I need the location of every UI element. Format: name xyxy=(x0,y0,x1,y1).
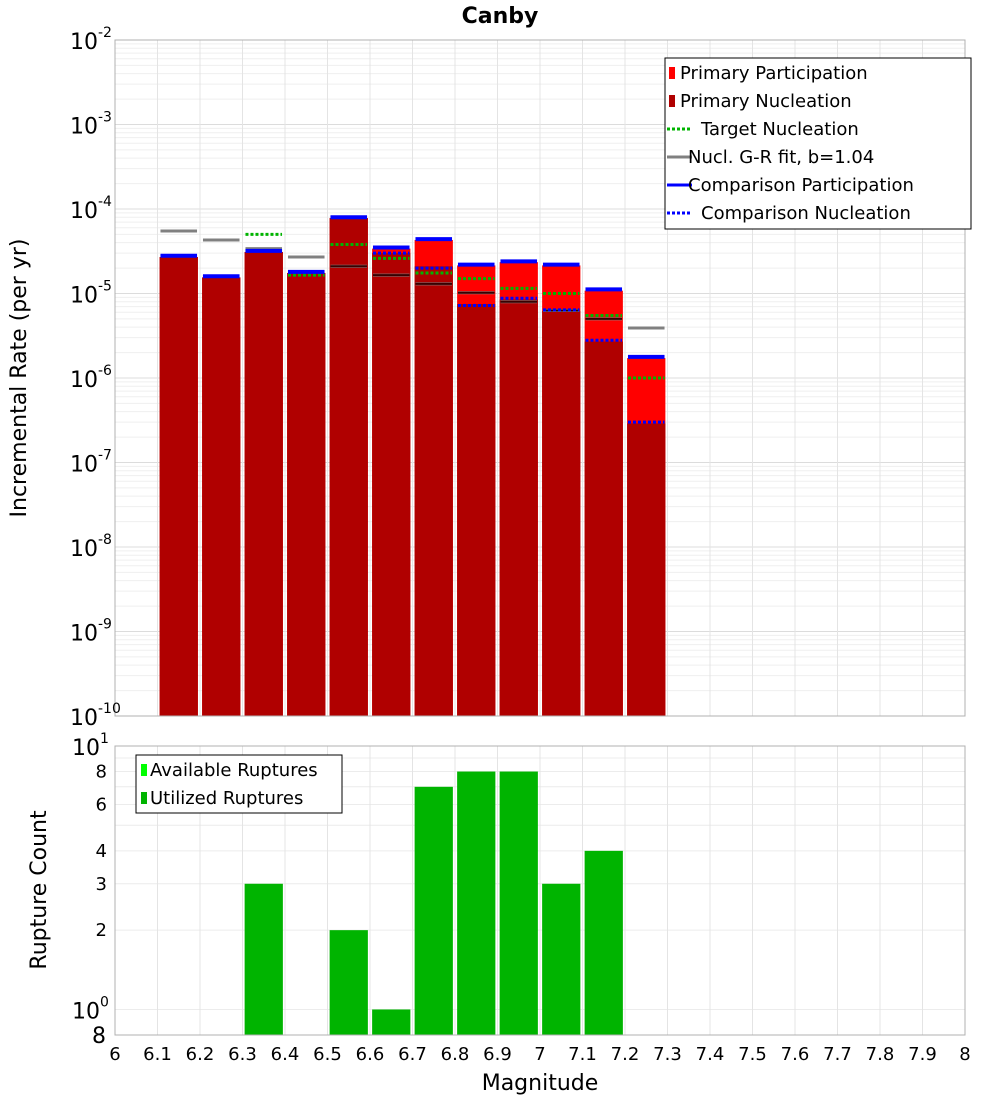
primary-nucleation-bar xyxy=(244,251,283,717)
primary-nucleation-bar xyxy=(584,341,623,716)
utilized-ruptures-bar xyxy=(329,930,368,1035)
legend-label: Primary Nucleation xyxy=(680,91,852,112)
utilized-ruptures-bar xyxy=(457,771,496,1035)
utilized-ruptures-bar xyxy=(372,1009,411,1035)
primary-nucleation-bar xyxy=(159,257,198,716)
utilized-ruptures-bar xyxy=(542,883,581,1035)
primary-nucleation-bar xyxy=(542,311,581,716)
top-y-tick-label: 10-2 xyxy=(70,25,112,55)
primary-nucleation-bar xyxy=(329,218,368,716)
legend-label: Nucl. G-R fit, b=1.04 xyxy=(688,147,874,168)
x-tick-label: 6.3 xyxy=(228,1044,257,1065)
legend-label: Target Nucleation xyxy=(700,119,859,140)
utilized-ruptures-bar xyxy=(584,850,623,1035)
top-legend-box xyxy=(664,57,972,230)
primary-nucleation-bar xyxy=(627,423,666,716)
bottom-y-tick-label: 4 xyxy=(96,841,107,862)
top-y-tick-label: 10-9 xyxy=(70,617,112,647)
primary-nucleation-bar xyxy=(372,253,411,716)
x-tick-label: 6.1 xyxy=(143,1044,172,1065)
top-y-tick-label: 10-7 xyxy=(70,448,112,478)
x-tick-label: 7.3 xyxy=(653,1044,682,1065)
utilized-ruptures-bar xyxy=(244,883,283,1035)
x-tick-label: 7.4 xyxy=(696,1044,725,1065)
top-y-tick-label: 10-5 xyxy=(70,279,112,309)
bottom-y-tick-label: 100 xyxy=(72,994,109,1024)
legend-label: Utilized Ruptures xyxy=(150,788,303,809)
chart-title: Canby xyxy=(462,4,539,29)
x-tick-label: 7.5 xyxy=(738,1044,767,1065)
x-tick-label: 7.9 xyxy=(908,1044,937,1065)
top-y-tick-label: 10-10 xyxy=(70,701,121,731)
x-tick-label: 7.7 xyxy=(823,1044,852,1065)
legend-label: Comparison Participation xyxy=(688,175,914,196)
legend-label: Available Ruptures xyxy=(150,760,318,781)
x-tick-label: 6.5 xyxy=(313,1044,342,1065)
top-y-axis-label: Incremental Rate (per yr) xyxy=(7,239,32,518)
top-plot-frame xyxy=(114,39,966,717)
bottom-y-tick-label: 3 xyxy=(96,874,107,895)
legend-swatch xyxy=(141,764,147,776)
x-tick-label: 8 xyxy=(959,1044,970,1065)
legend-label: Primary Participation xyxy=(680,63,868,84)
primary-nucleation-bar xyxy=(457,304,496,716)
bottom-y-tick-label: 8 xyxy=(96,762,107,783)
bottom-y-axis-label: Rupture Count xyxy=(27,810,52,970)
x-tick-label: 7.8 xyxy=(866,1044,895,1065)
bottom-y-tick-label: 2 xyxy=(96,920,107,941)
x-axis-label: Magnitude xyxy=(482,1071,599,1096)
x-tick-label: 7.2 xyxy=(611,1044,640,1065)
primary-nucleation-bar xyxy=(414,266,453,716)
x-tick-label: 6.6 xyxy=(356,1044,385,1065)
legend-label: Comparison Nucleation xyxy=(701,203,911,224)
top-y-tick-label: 10-3 xyxy=(70,110,112,140)
primary-nucleation-bar xyxy=(499,299,538,716)
x-tick-label: 6.2 xyxy=(186,1044,215,1065)
x-tick-label: 7 xyxy=(534,1044,545,1065)
bottom-plot-frame xyxy=(114,745,966,1036)
utilized-ruptures-bar xyxy=(414,786,453,1035)
bottom-y-tick-label: 101 xyxy=(72,731,109,761)
x-tick-label: 6.8 xyxy=(441,1044,470,1065)
utilized-ruptures-bar xyxy=(499,771,538,1035)
bottom-legend-box xyxy=(135,754,343,814)
x-tick-label: 6.7 xyxy=(398,1044,427,1065)
x-tick-label: 6.4 xyxy=(271,1044,300,1065)
top-plot: 10-2 10-3 10-4 10-5 10-6 10-7 10-8 10-9 10-10 Pri… xyxy=(70,25,972,731)
x-tick-label: 6.9 xyxy=(483,1044,512,1065)
top-y-tick-label: 10-6 xyxy=(70,363,112,393)
legend-swatch xyxy=(669,67,675,79)
x-tick-label: 7.6 xyxy=(781,1044,810,1065)
top-y-tick-label: 10-8 xyxy=(70,532,112,562)
legend-swatch xyxy=(669,95,675,107)
x-tick-label: 7.1 xyxy=(568,1044,597,1065)
primary-nucleation-bar xyxy=(202,277,241,716)
bottom-y-tick-label: 8 xyxy=(92,1024,106,1049)
x-tick-label: 6 xyxy=(109,1044,120,1065)
legend-swatch xyxy=(141,792,147,804)
bottom-y-tick-label: 6 xyxy=(96,794,107,815)
top-y-tick-label: 10-4 xyxy=(70,194,112,224)
primary-nucleation-bar xyxy=(287,272,326,716)
